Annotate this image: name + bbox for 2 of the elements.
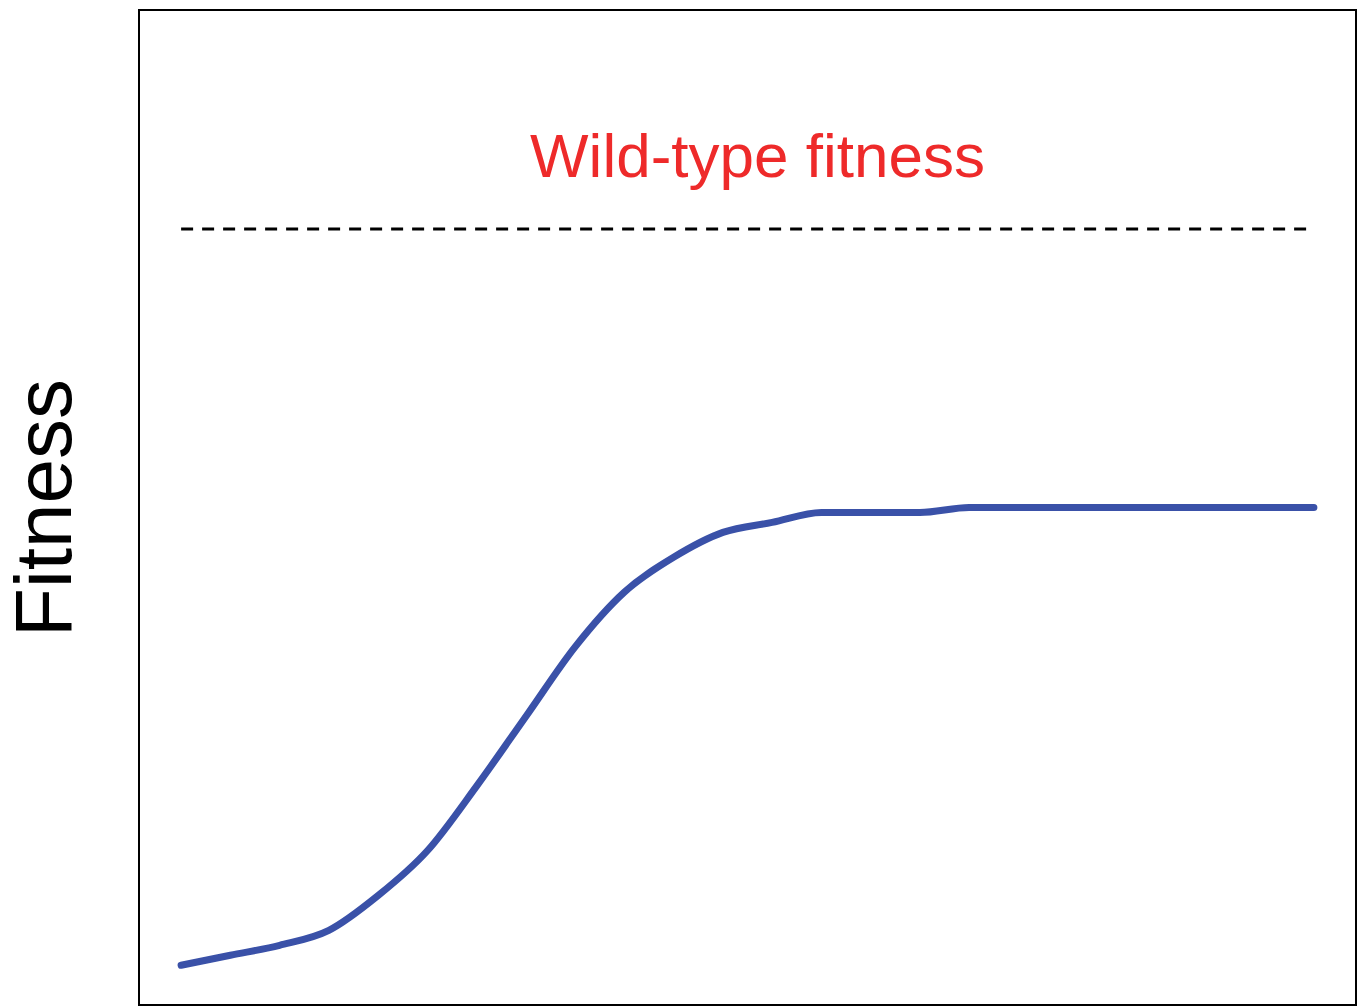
y-axis-title: Fitness [0,379,88,637]
ref-line-label: Wild-type fitness [530,120,985,190]
